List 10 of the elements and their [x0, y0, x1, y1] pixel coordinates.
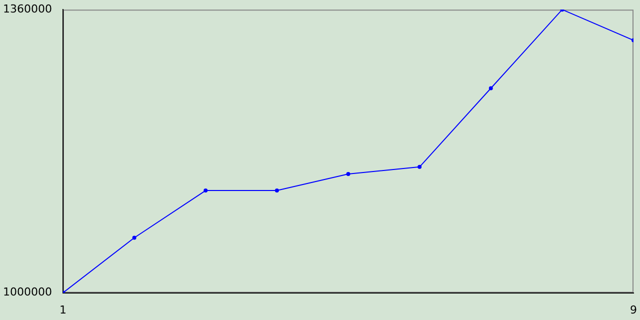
- point: [204, 188, 208, 193]
- point: [418, 164, 422, 169]
- x-tick-label: 1: [59, 303, 66, 316]
- x-tick-label: 9: [630, 303, 637, 316]
- point: [132, 236, 136, 240]
- point: [488, 86, 493, 90]
- y-tick-label: 1000000: [2, 286, 52, 299]
- point: [274, 188, 279, 193]
- point: [346, 172, 350, 176]
- y-tick-label: 1360000: [2, 2, 52, 16]
